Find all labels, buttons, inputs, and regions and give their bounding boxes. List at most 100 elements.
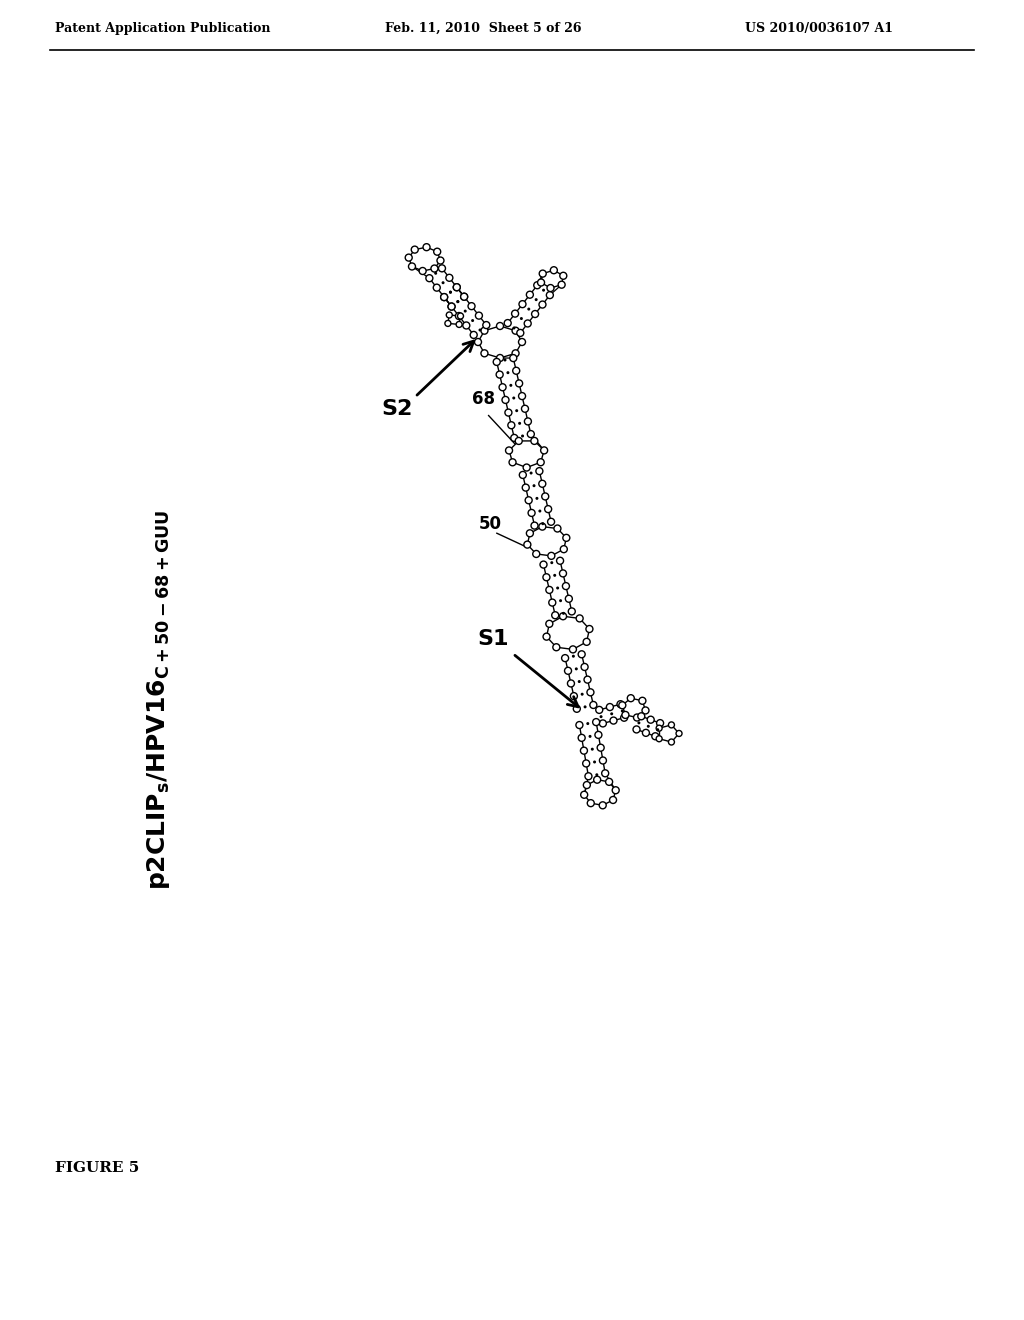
Circle shape [499, 384, 506, 391]
Circle shape [509, 384, 512, 387]
Circle shape [434, 272, 437, 275]
Circle shape [449, 304, 455, 310]
Circle shape [547, 285, 554, 292]
Circle shape [584, 781, 590, 788]
Circle shape [482, 322, 489, 329]
Circle shape [513, 367, 520, 375]
Circle shape [639, 697, 646, 705]
Circle shape [594, 776, 601, 783]
Circle shape [638, 713, 645, 719]
Circle shape [565, 595, 572, 602]
Circle shape [647, 725, 650, 727]
Circle shape [506, 447, 513, 454]
Circle shape [449, 290, 452, 293]
Circle shape [609, 796, 616, 804]
Circle shape [554, 525, 561, 532]
Circle shape [519, 471, 526, 478]
Text: S1: S1 [477, 628, 509, 648]
Circle shape [560, 545, 567, 553]
Circle shape [538, 279, 545, 286]
Circle shape [521, 405, 528, 412]
Circle shape [577, 615, 583, 622]
Circle shape [526, 292, 534, 298]
Circle shape [536, 467, 543, 475]
Circle shape [585, 772, 592, 780]
Circle shape [539, 523, 546, 531]
Circle shape [543, 574, 550, 581]
Circle shape [542, 289, 545, 292]
Circle shape [525, 496, 532, 504]
Circle shape [628, 694, 634, 702]
Circle shape [656, 735, 663, 742]
Circle shape [546, 586, 553, 594]
Circle shape [612, 787, 620, 793]
Circle shape [553, 644, 560, 651]
Circle shape [581, 747, 588, 754]
Circle shape [508, 422, 515, 429]
Circle shape [568, 609, 575, 615]
Circle shape [456, 322, 462, 327]
Circle shape [526, 529, 534, 537]
Circle shape [610, 717, 617, 725]
Circle shape [581, 664, 588, 671]
Circle shape [563, 535, 569, 541]
Circle shape [595, 774, 598, 776]
Circle shape [593, 718, 600, 726]
Circle shape [559, 570, 566, 577]
Circle shape [556, 586, 559, 590]
Circle shape [634, 714, 640, 721]
Circle shape [468, 302, 475, 310]
Circle shape [478, 329, 481, 331]
Circle shape [471, 319, 474, 322]
Circle shape [433, 284, 440, 292]
Circle shape [548, 519, 555, 525]
Circle shape [524, 541, 530, 548]
Circle shape [557, 557, 563, 564]
Circle shape [539, 480, 546, 487]
Circle shape [539, 301, 546, 308]
Circle shape [524, 418, 531, 425]
Circle shape [583, 639, 590, 645]
Circle shape [591, 747, 594, 751]
Text: FIGURE 5: FIGURE 5 [55, 1162, 139, 1175]
Circle shape [578, 680, 581, 682]
Circle shape [519, 301, 526, 308]
Circle shape [481, 350, 488, 356]
Circle shape [511, 434, 518, 441]
Circle shape [618, 702, 626, 709]
Circle shape [441, 281, 444, 284]
Circle shape [548, 552, 555, 560]
Circle shape [559, 599, 562, 602]
Circle shape [595, 731, 602, 738]
Circle shape [590, 701, 597, 709]
Circle shape [542, 523, 545, 525]
Circle shape [543, 634, 550, 640]
Circle shape [596, 706, 603, 713]
Circle shape [538, 459, 544, 466]
Circle shape [504, 359, 507, 362]
Circle shape [440, 293, 447, 301]
Circle shape [567, 680, 574, 686]
Circle shape [502, 396, 509, 404]
Circle shape [540, 271, 546, 277]
Circle shape [497, 355, 504, 362]
Circle shape [531, 310, 539, 318]
Circle shape [431, 265, 438, 272]
Circle shape [507, 371, 509, 374]
Circle shape [457, 300, 460, 304]
Circle shape [587, 689, 594, 696]
Circle shape [606, 704, 613, 710]
Circle shape [669, 722, 675, 727]
Circle shape [573, 705, 581, 713]
Circle shape [605, 779, 612, 785]
Circle shape [561, 655, 568, 661]
Circle shape [449, 290, 452, 293]
Circle shape [437, 257, 444, 264]
Text: Patent Application Publication: Patent Application Publication [55, 22, 270, 36]
Circle shape [599, 801, 606, 809]
Circle shape [518, 392, 525, 400]
Circle shape [579, 651, 585, 657]
Circle shape [564, 668, 571, 675]
Circle shape [517, 330, 524, 337]
Circle shape [656, 729, 659, 731]
